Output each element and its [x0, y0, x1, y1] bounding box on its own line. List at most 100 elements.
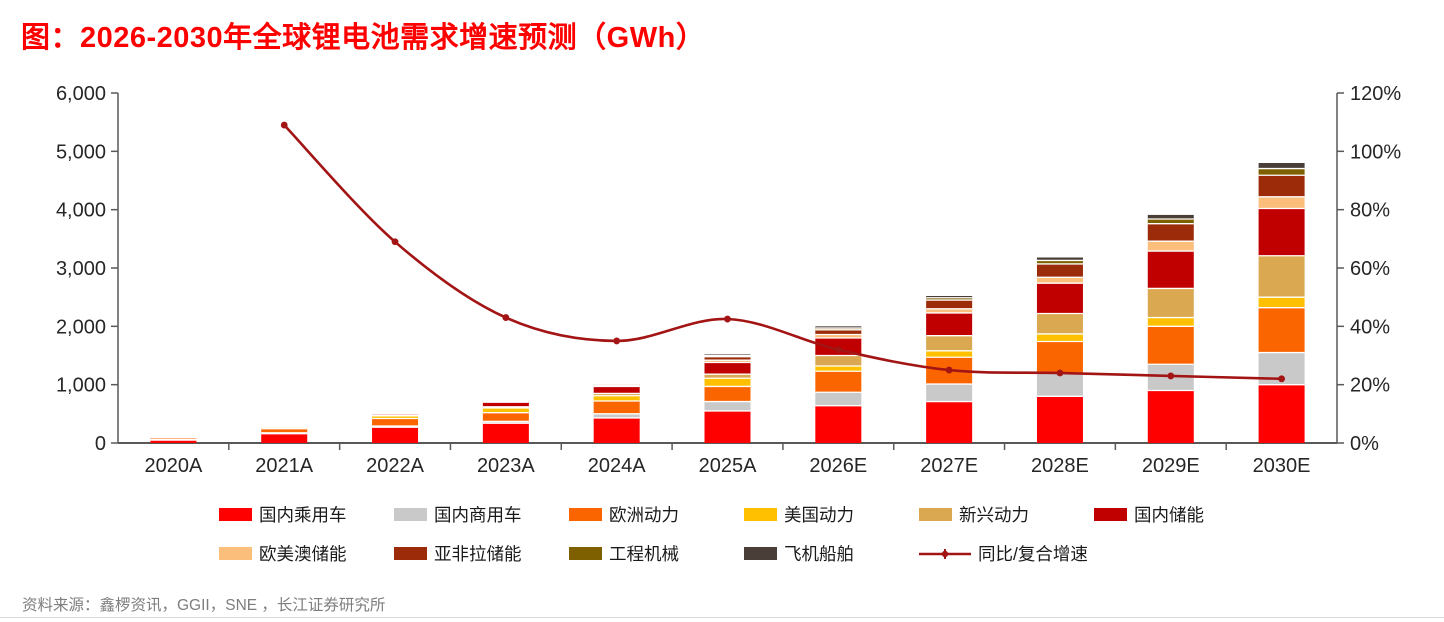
bar-segment: [593, 393, 640, 396]
left-axis-tick-label: 5,000: [56, 141, 106, 163]
bar-segment: [1147, 241, 1194, 252]
x-axis-category-label: 2022A: [366, 455, 424, 477]
bar-segment: [815, 329, 862, 335]
left-axis-tick-label: 3,000: [56, 258, 106, 280]
bar-segment: [593, 395, 640, 401]
bar-2026E: [815, 326, 862, 443]
bar-segment: [1036, 373, 1083, 397]
right-axis-tick-label: 20%: [1350, 375, 1390, 397]
bar-segment: [1258, 196, 1305, 209]
bar-segment: [1036, 257, 1083, 261]
bar-segment: [1147, 251, 1194, 289]
bar-segment: [704, 386, 751, 402]
bar-segment: [150, 440, 197, 443]
right-axis-tick-label: 40%: [1350, 316, 1390, 338]
bar-segment: [372, 418, 419, 427]
bar-2025A: [704, 354, 751, 443]
right-axis-tick-label: 80%: [1350, 200, 1390, 222]
bar-segment: [261, 433, 308, 443]
growth-line-marker: [1167, 372, 1175, 380]
source-note: 资料来源：鑫椤资讯，GGII，SNE ，长江证券研究所: [22, 597, 386, 614]
bar-2029E: [1147, 214, 1194, 443]
x-axis-category-label: 2029E: [1142, 455, 1200, 477]
bar-2021A: [261, 424, 308, 443]
bar-segment: [1036, 260, 1083, 264]
x-axis-category-label: 2020A: [144, 455, 202, 477]
bar-segment: [926, 296, 973, 298]
bar-segment: [482, 421, 529, 424]
bar-segment: [926, 384, 973, 402]
bar-segment: [926, 401, 973, 443]
bar-2030E: [1258, 163, 1305, 443]
bar-segment: [815, 328, 862, 330]
x-axis-category-label: 2026E: [809, 455, 867, 477]
bar-segment: [1258, 384, 1305, 443]
bar-2027E: [926, 296, 973, 443]
bar-segment: [482, 412, 529, 422]
bar-segment: [593, 401, 640, 414]
bar-segment: [1147, 219, 1194, 224]
bar-segment: [815, 366, 862, 372]
x-axis-category-label: 2028E: [1031, 455, 1089, 477]
bar-segment: [704, 401, 751, 411]
left-axis-tick-label: 4,000: [56, 200, 106, 222]
bar-segment: [1036, 333, 1083, 342]
bar-segment: [1147, 223, 1194, 242]
growth-line-marker: [945, 366, 953, 374]
bar-segment: [1147, 326, 1194, 365]
growth-line-marker: [502, 314, 510, 321]
growth-line-marker: [834, 346, 842, 354]
bar-segment: [482, 402, 529, 407]
bar-segment: [150, 437, 197, 440]
right-axis-tick-label: 120%: [1350, 83, 1401, 105]
bar-segment: [704, 410, 751, 443]
bar-segment: [704, 360, 751, 363]
x-axis-category-label: 2023A: [477, 455, 535, 477]
growth-line-marker: [1056, 369, 1064, 377]
bar-segment: [926, 335, 973, 351]
growth-line-marker: [613, 337, 621, 345]
bar-segment: [926, 297, 973, 301]
growth-rate-line: [280, 121, 1285, 383]
bar-segment: [1258, 163, 1305, 169]
bar-2028E: [1036, 257, 1083, 443]
bar-segment: [1036, 283, 1083, 314]
stacked-bars: [150, 163, 1305, 443]
growth-line-marker: [391, 238, 399, 246]
bar-segment: [815, 326, 862, 329]
right-axis-tick-label: 100%: [1350, 141, 1401, 163]
bar-segment: [926, 350, 973, 358]
bar-segment: [815, 405, 862, 443]
bar-segment: [1036, 341, 1083, 373]
bar-segment: [593, 386, 640, 394]
chart-title: 图：2026-2030年全球锂电池需求增速预测（GWh）: [21, 22, 706, 54]
growth-line-marker: [724, 315, 731, 323]
bar-segment: [372, 427, 419, 443]
bar-segment: [1036, 263, 1083, 278]
bar-segment: [1258, 175, 1305, 197]
bar-segment: [261, 427, 308, 429]
bar-segment: [815, 355, 862, 366]
bar-segment: [704, 378, 751, 387]
x-axis-labels: 2020A 2021A 2022A 2023A 2024A 2025A 2026E 2027E…: [144, 443, 1311, 477]
x-axis-category-label: 2027E: [920, 455, 978, 477]
growth-line-marker: [280, 121, 288, 129]
bar-segment: [1036, 313, 1083, 334]
bar-segment: [1258, 208, 1305, 256]
bar-segment: [1036, 396, 1083, 443]
bar-segment: [1147, 317, 1194, 327]
bar-segment: [593, 417, 640, 443]
left-axis-tick-label: 6,000: [56, 83, 106, 105]
bottom-divider: [0, 617, 1444, 618]
bar-segment: [926, 300, 973, 309]
bar-2020A: [150, 435, 197, 443]
bar-segment: [704, 356, 751, 361]
bar-segment: [704, 362, 751, 375]
bar-segment: [1147, 288, 1194, 318]
left-axis-tick-label: 0: [95, 433, 106, 455]
bar-segment: [593, 413, 640, 418]
bar-segment: [1036, 277, 1083, 284]
bar-2024A: [593, 383, 640, 443]
